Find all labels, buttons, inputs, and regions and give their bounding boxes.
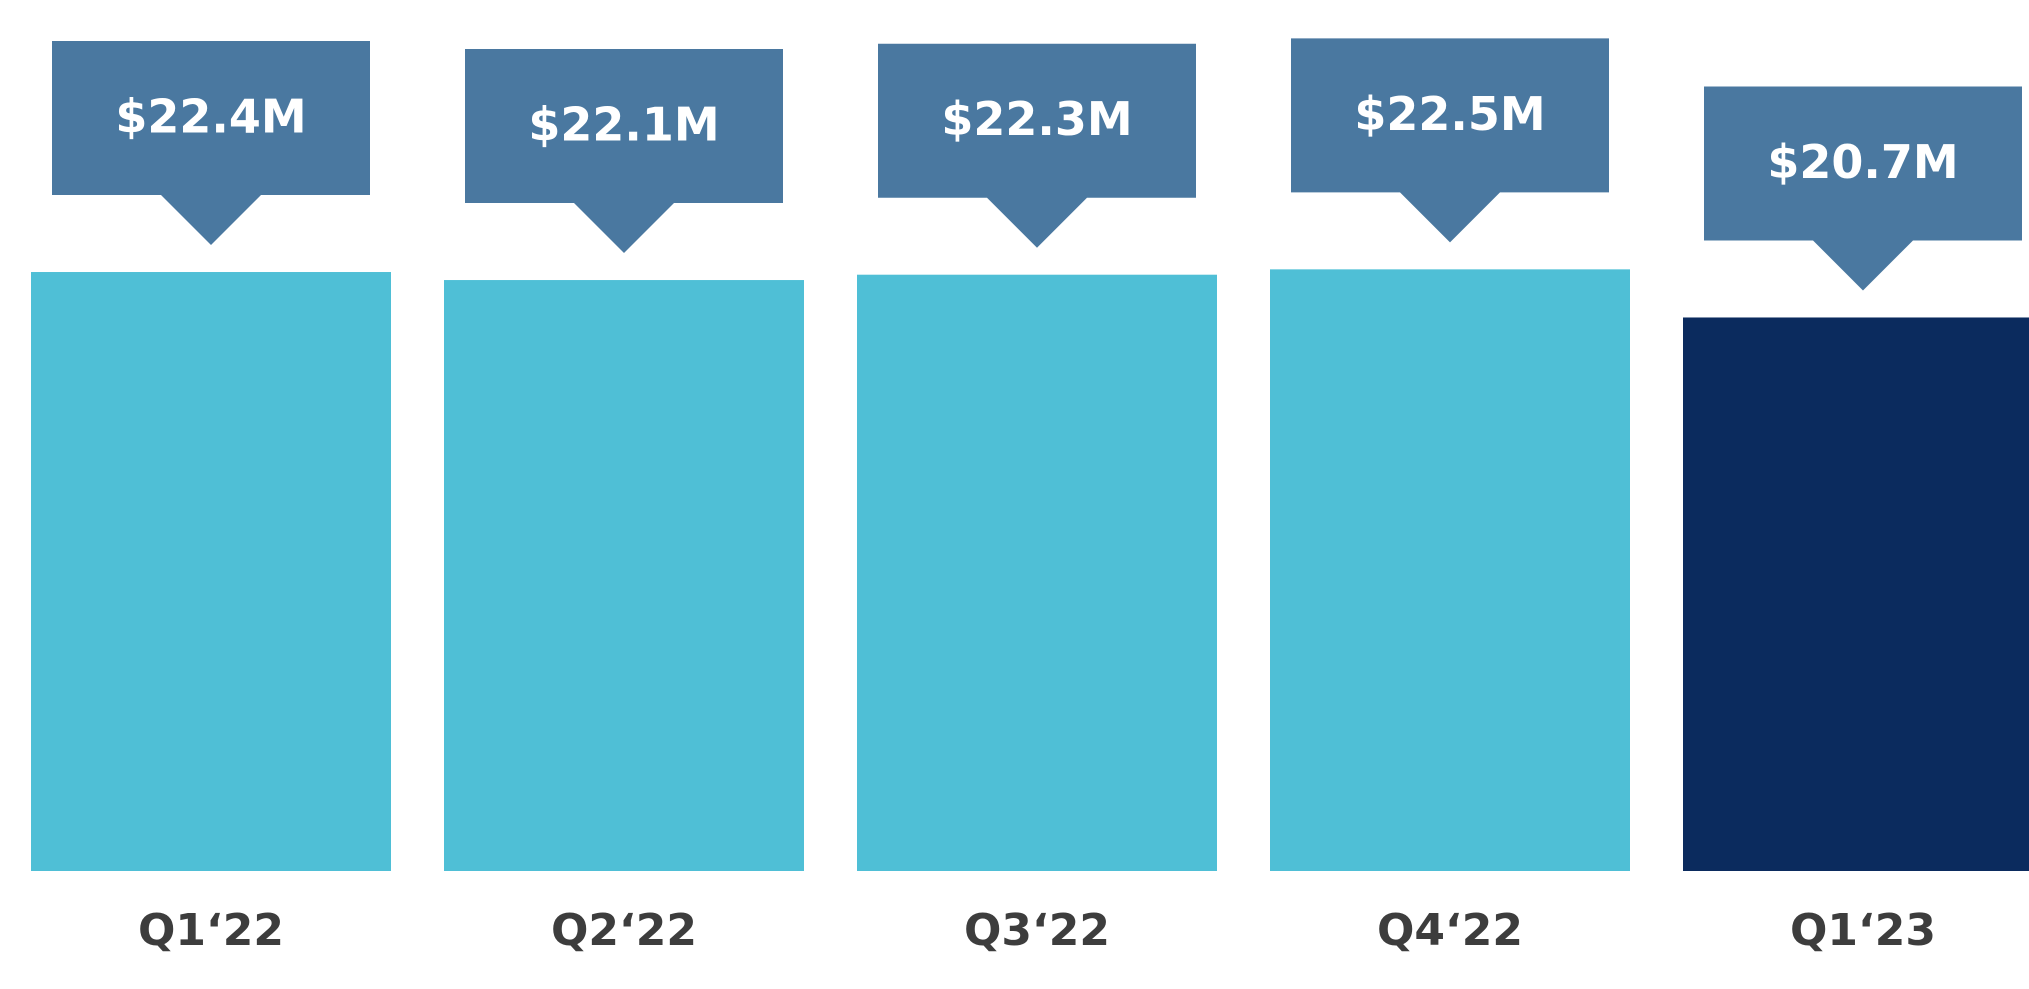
value-label: $22.1M xyxy=(528,98,719,152)
value-label: $22.5M xyxy=(1354,87,1545,141)
x-tick-label: Q1‘23 xyxy=(1790,905,1936,956)
value-callout xyxy=(878,43,1196,248)
bar xyxy=(1683,317,2029,871)
value-callout xyxy=(1704,86,2022,291)
x-tick-label: Q2‘22 xyxy=(551,905,697,956)
value-label: $22.3M xyxy=(941,92,1132,146)
bar xyxy=(444,280,804,871)
value-callout xyxy=(465,49,783,254)
value-label: $20.7M xyxy=(1767,135,1958,189)
value-callout xyxy=(52,41,370,246)
x-tick-label: Q1‘22 xyxy=(138,905,284,956)
value-label: $22.4M xyxy=(115,90,306,144)
x-tick-label: Q4‘22 xyxy=(1377,905,1523,956)
x-tick-label: Q3‘22 xyxy=(964,905,1110,956)
bar xyxy=(857,274,1217,871)
bar xyxy=(31,272,391,871)
value-callout xyxy=(1291,38,1609,243)
bar xyxy=(1270,269,1630,872)
